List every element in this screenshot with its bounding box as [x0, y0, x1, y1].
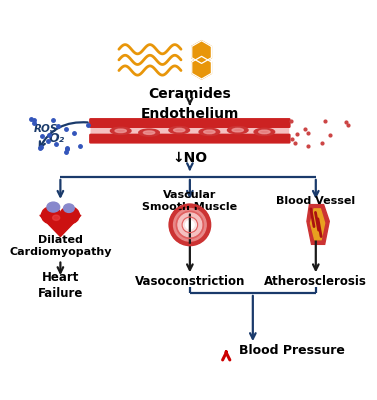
Circle shape: [173, 208, 206, 241]
Ellipse shape: [173, 128, 185, 132]
Polygon shape: [307, 205, 329, 244]
Ellipse shape: [47, 202, 60, 212]
Text: Blood Vessel: Blood Vessel: [276, 196, 356, 206]
Text: Atherosclerosis: Atherosclerosis: [264, 275, 367, 288]
Text: O₂: O₂: [49, 132, 65, 145]
Ellipse shape: [169, 126, 190, 134]
Circle shape: [170, 205, 210, 245]
Ellipse shape: [227, 126, 248, 134]
Circle shape: [182, 217, 198, 233]
Ellipse shape: [199, 128, 220, 136]
FancyBboxPatch shape: [89, 134, 291, 144]
Ellipse shape: [41, 207, 61, 224]
Text: Dilated
Cardiomyopathy: Dilated Cardiomyopathy: [9, 235, 112, 257]
Ellipse shape: [139, 129, 159, 136]
Text: ROS: ROS: [34, 124, 58, 134]
Ellipse shape: [254, 128, 275, 136]
Text: Vascular
Smooth Muscle: Vascular Smooth Muscle: [142, 190, 238, 212]
Ellipse shape: [64, 204, 74, 212]
Polygon shape: [192, 41, 211, 64]
Polygon shape: [311, 209, 325, 240]
Text: Endothelium: Endothelium: [141, 107, 239, 121]
FancyBboxPatch shape: [89, 118, 291, 128]
Text: ↓NO: ↓NO: [172, 151, 207, 165]
Ellipse shape: [204, 130, 215, 134]
Ellipse shape: [259, 130, 270, 134]
Polygon shape: [192, 56, 211, 79]
Text: Ceramides: Ceramides: [149, 86, 231, 100]
Ellipse shape: [115, 129, 126, 133]
Ellipse shape: [52, 215, 60, 220]
FancyBboxPatch shape: [89, 124, 291, 138]
Text: Heart
Failure: Heart Failure: [38, 271, 83, 300]
Ellipse shape: [110, 127, 131, 134]
FancyBboxPatch shape: [90, 126, 289, 136]
Ellipse shape: [60, 207, 80, 224]
Ellipse shape: [143, 131, 155, 134]
Circle shape: [185, 220, 194, 229]
Text: Vasoconstriction: Vasoconstriction: [135, 275, 245, 288]
Ellipse shape: [232, 128, 244, 132]
Circle shape: [178, 213, 202, 237]
Polygon shape: [40, 215, 81, 236]
Text: Blood Pressure: Blood Pressure: [239, 344, 345, 357]
